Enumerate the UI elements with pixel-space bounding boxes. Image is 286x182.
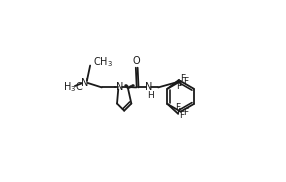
- Text: F: F: [176, 82, 181, 92]
- Text: F: F: [180, 74, 185, 82]
- Text: $\mathsf{H_3C}$: $\mathsf{H_3C}$: [63, 80, 84, 94]
- Text: H: H: [147, 91, 154, 100]
- Text: F: F: [175, 102, 180, 112]
- Text: O: O: [132, 56, 140, 66]
- Text: $\mathsf{CH_3}$: $\mathsf{CH_3}$: [93, 56, 113, 69]
- Text: N: N: [116, 82, 123, 92]
- Text: F: F: [183, 108, 188, 116]
- Text: N: N: [81, 78, 88, 88]
- Text: F: F: [184, 77, 189, 86]
- Text: F: F: [179, 111, 184, 120]
- Text: N: N: [145, 82, 152, 92]
